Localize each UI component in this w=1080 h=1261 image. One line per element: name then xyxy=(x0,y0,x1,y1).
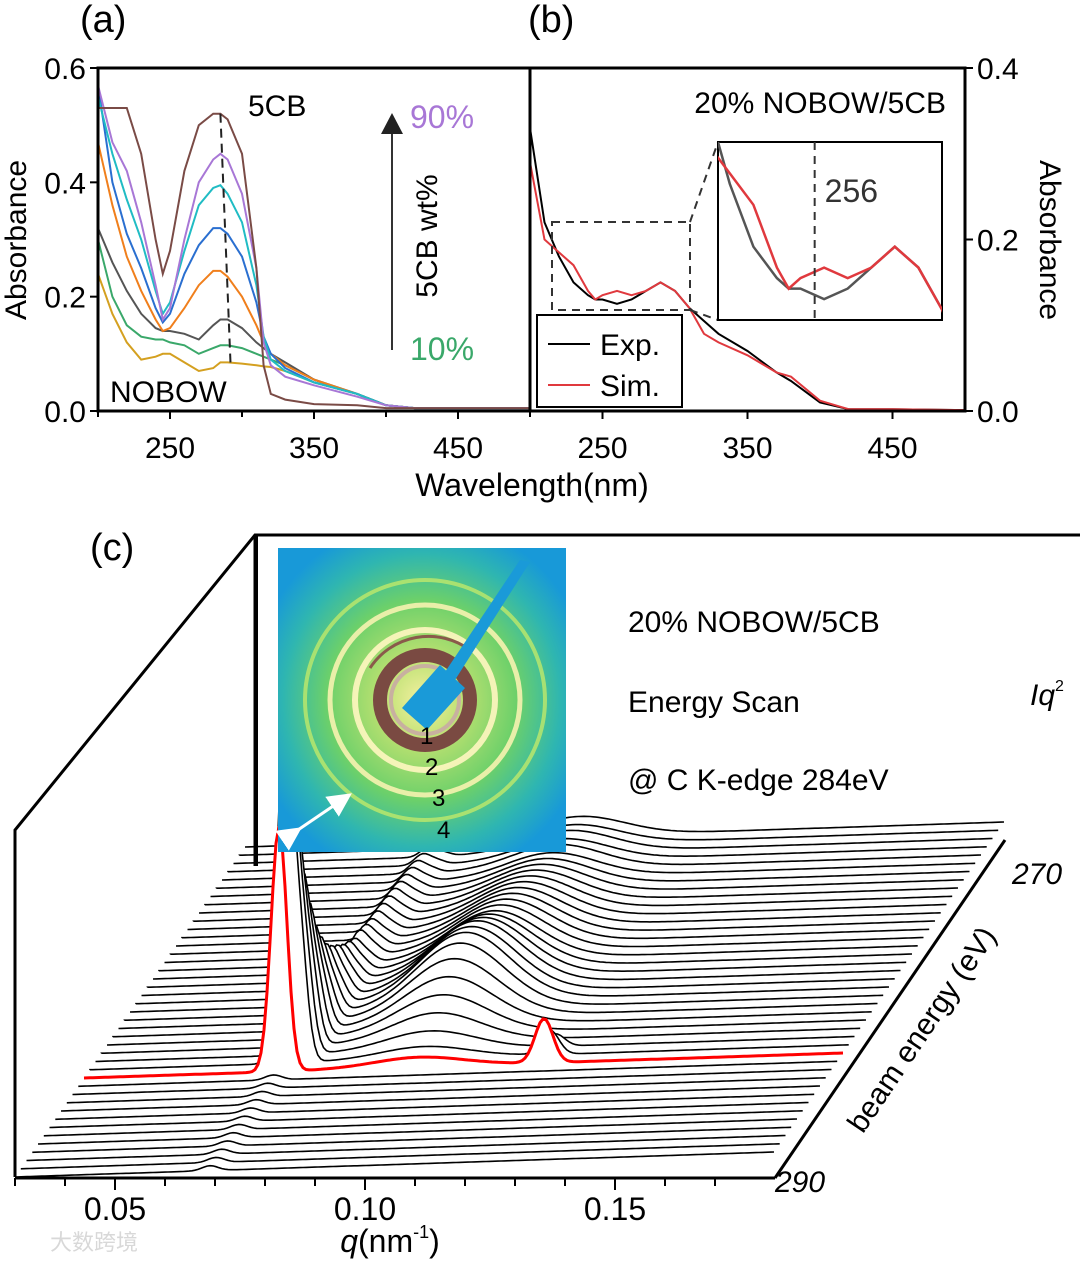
trace-284.5eV xyxy=(78,1060,838,1088)
trace-284eV xyxy=(83,826,844,1080)
panel-b: 250 350 450 0.0 0.2 0.4 20% NOBOW/5CB Absorba… xyxy=(528,53,1066,465)
zoom-region-box xyxy=(551,221,691,311)
trace-287eV xyxy=(49,1101,809,1129)
legend-label-exp: Exp. xyxy=(600,329,660,362)
y-tick-label: 0.6 xyxy=(44,53,86,86)
box-left-wall xyxy=(13,533,1080,1177)
ring-label-4: 4 xyxy=(437,817,450,844)
beam-stop xyxy=(402,560,530,730)
label-5cb-wt: 5CB wt% xyxy=(411,174,444,297)
trace-285eV xyxy=(72,1068,832,1096)
x-tick-label: 450 xyxy=(433,432,483,465)
axis-label-absorbance-left: Absorbance xyxy=(0,160,33,320)
panel-a-series xyxy=(97,84,530,410)
panel-a: 250 350 450 0.0 0.2 0.4 0.6 Absorbance 5CB NOB… xyxy=(0,53,532,465)
q-exp: -1 xyxy=(413,1222,429,1242)
q-var: q xyxy=(340,1223,358,1259)
series-line-5CB xyxy=(98,107,530,410)
y-tick-label: 0.2 xyxy=(977,225,1019,258)
trace-290eV xyxy=(14,1151,775,1178)
y-tick-label: 0.4 xyxy=(44,167,86,200)
axis-label-beam-energy: beam energy (eV) xyxy=(841,921,1003,1139)
x-tick-label: 250 xyxy=(577,432,627,465)
panel-c-title: 20% NOBOW/5CB xyxy=(628,606,880,639)
inset-frame xyxy=(717,141,943,321)
y-tick-label: 0.2 xyxy=(44,282,86,315)
axis-label-q: q(nm-1) xyxy=(340,1222,440,1259)
axis-label-iq2: Iq2 xyxy=(1030,678,1064,712)
panel-b-series xyxy=(529,127,966,412)
zoom-connector xyxy=(689,141,719,223)
trace-289.5eV xyxy=(20,1143,780,1170)
zoom-connector xyxy=(689,309,719,321)
energy-tick-270: 270 xyxy=(1011,858,1062,891)
trace-286eV xyxy=(60,1085,821,1112)
panel-c: 0.05 0.10 0.15 270 290 beam energy (eV) Iq… xyxy=(13,533,1080,1259)
label-nobow: NOBOW xyxy=(110,376,227,409)
watermark: 大数跨境 xyxy=(50,1230,138,1255)
energy-axis xyxy=(773,839,1007,1179)
label-90-percent: 90% xyxy=(410,99,474,135)
q-unit: (nm xyxy=(358,1223,413,1259)
legend: Exp. Sim. xyxy=(536,314,683,408)
q-axis-ticks: 0.05 0.10 0.15 xyxy=(14,1178,716,1227)
panel-label-a: (a) xyxy=(80,0,126,41)
x-tick-label: 350 xyxy=(289,432,339,465)
ring-label-3: 3 xyxy=(432,785,445,812)
axis-label-absorbance-right: Absorbance xyxy=(1033,160,1066,320)
label-10-percent: 10% xyxy=(410,331,474,367)
q-close: ) xyxy=(429,1223,440,1259)
series-line-90% xyxy=(97,84,530,410)
y-tick-label: 0.4 xyxy=(977,53,1019,86)
ring-label-1: 1 xyxy=(420,723,433,750)
series-line-cyan xyxy=(97,96,530,410)
x-tick-label: 450 xyxy=(867,432,917,465)
y-tick-label: 0.0 xyxy=(44,396,86,429)
panel-b-ticks: 250 350 450 0.0 0.2 0.4 xyxy=(577,53,1018,465)
y-tick-label: 0.0 xyxy=(977,396,1019,429)
label-5cb: 5CB xyxy=(248,90,306,123)
panel-label-c: (c) xyxy=(90,527,134,569)
ring-label-2: 2 xyxy=(425,754,438,781)
series-line-Sim. xyxy=(529,162,966,412)
trace-288eV xyxy=(37,1118,798,1145)
inset-line-Sim. xyxy=(718,155,942,314)
iq-label: Iq xyxy=(1030,679,1055,712)
energy-tick-290: 290 xyxy=(774,1166,825,1199)
trace-288.5eV xyxy=(32,1126,792,1154)
trace-289eV xyxy=(26,1134,786,1162)
trace-286.5eV xyxy=(55,1093,815,1121)
q-tick-label: 0.05 xyxy=(84,1191,146,1227)
iq-exponent: 2 xyxy=(1055,678,1064,695)
q-tick-label: 0.15 xyxy=(584,1191,646,1227)
panel-b-title: 20% NOBOW/5CB xyxy=(694,87,946,120)
panel-label-b: (b) xyxy=(528,0,574,41)
panel-c-note: @ C K-edge 284eV xyxy=(628,764,889,797)
saxs-pattern-image: 1 2 3 4 xyxy=(256,536,566,866)
x-tick-label: 350 xyxy=(722,432,772,465)
x-tick-label: 250 xyxy=(145,432,195,465)
trace-285.5eV xyxy=(66,1077,826,1104)
panel-a-ticks: 250 350 450 0.0 0.2 0.4 0.6 xyxy=(44,53,531,465)
q-tick-label: 0.10 xyxy=(334,1191,396,1227)
inset-marker-label: 256 xyxy=(825,173,878,209)
inset-series xyxy=(718,142,942,314)
polarization-arrow xyxy=(275,793,352,851)
trace-287.5eV xyxy=(43,1110,803,1137)
peak-guide-dashed xyxy=(219,113,232,363)
axis-label-wavelength: Wavelength(nm) xyxy=(415,467,649,503)
panel-c-subtitle: Energy Scan xyxy=(628,686,800,719)
legend-label-sim: Sim. xyxy=(600,370,660,403)
arrow-head-icon xyxy=(381,113,403,134)
